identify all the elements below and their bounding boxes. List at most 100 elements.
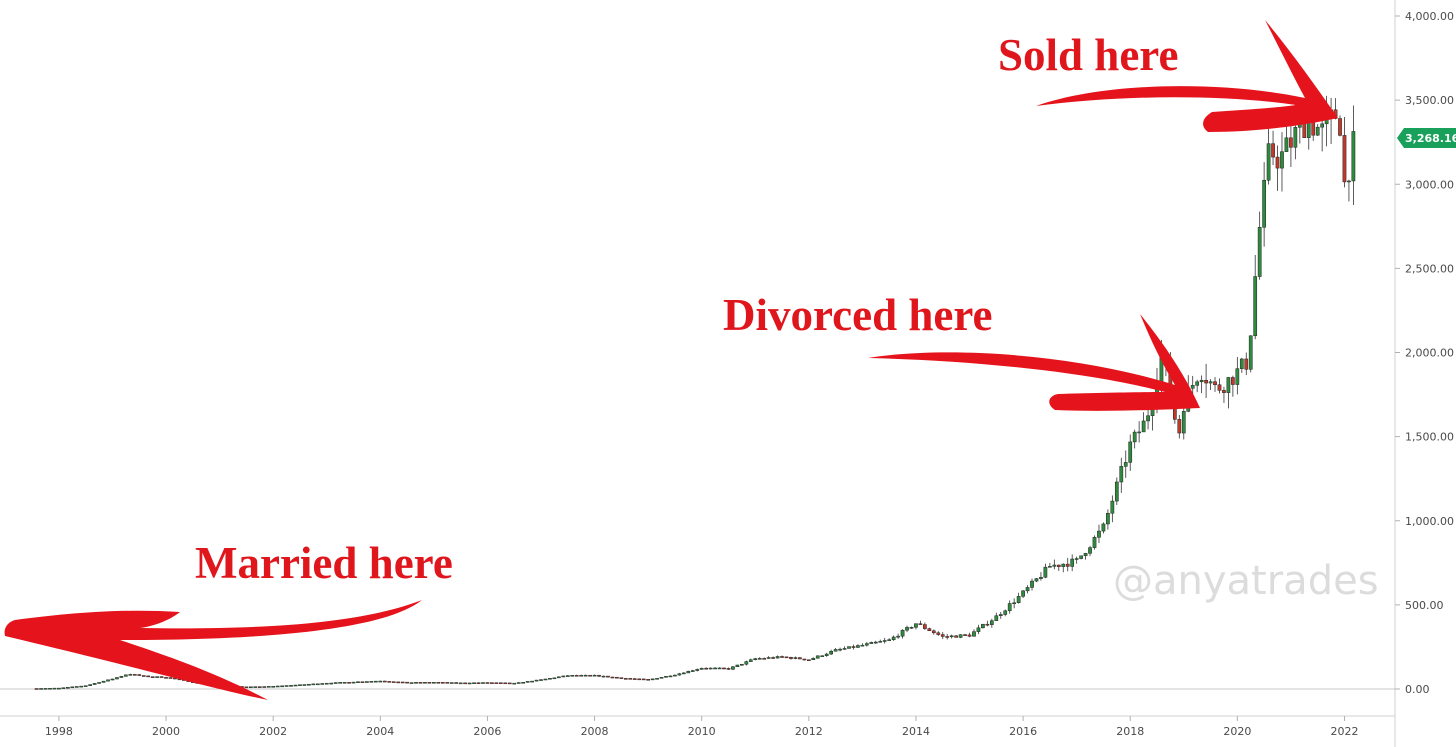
candle-body: [923, 624, 927, 629]
arrow-divorced: [868, 314, 1200, 411]
candle-body: [838, 648, 842, 651]
candle-body: [1039, 577, 1043, 579]
candle-body: [659, 677, 664, 679]
candle-body: [266, 686, 271, 688]
candle-body: [552, 677, 557, 680]
candle-body: [1266, 143, 1271, 181]
candle-body: [686, 670, 691, 674]
candle-body: [141, 675, 146, 677]
candle-body: [436, 682, 441, 684]
candle-body: [690, 670, 695, 672]
candle-body: [1181, 411, 1186, 434]
x-tick-label: 2020: [1223, 725, 1251, 738]
candle-body: [606, 675, 610, 678]
candle-body: [39, 688, 43, 690]
candle-body: [900, 629, 905, 637]
y-tick-label: 2,000.00: [1405, 347, 1454, 360]
candle-body: [1083, 553, 1088, 557]
candle-body: [445, 682, 450, 684]
candle-body: [757, 658, 762, 660]
x-tick-label: 2008: [581, 725, 609, 738]
candle-body: [347, 682, 351, 684]
candle-body: [802, 658, 807, 661]
arrow-sold: [1036, 20, 1338, 132]
candle-body: [775, 656, 780, 659]
candle-body: [1338, 118, 1342, 136]
candle-body: [1289, 137, 1293, 148]
candle-body: [1248, 335, 1253, 370]
candle-body: [936, 632, 941, 635]
y-tick-label: 1,000.00: [1405, 515, 1454, 528]
candle-body: [70, 686, 75, 689]
candle-body: [503, 682, 508, 685]
candle-body: [588, 674, 592, 677]
candle-body: [1280, 151, 1284, 169]
candle-body: [882, 640, 887, 642]
candle-body: [557, 676, 561, 679]
candle-body: [789, 657, 793, 659]
candle-body: [1030, 580, 1034, 588]
candle-body: [1092, 537, 1097, 548]
candle-body: [490, 682, 494, 684]
candle-body: [597, 674, 601, 677]
candle-body: [311, 683, 316, 686]
candle-body: [798, 657, 802, 660]
candle-body: [516, 682, 521, 684]
candle-body: [829, 651, 833, 655]
candle-body: [998, 614, 1003, 617]
candle-body: [1284, 137, 1289, 152]
candle-body: [722, 667, 726, 670]
candle-body: [43, 688, 48, 690]
candle-body: [298, 684, 302, 686]
candle-body: [918, 623, 923, 625]
y-tick-label: 4,000.00: [1405, 10, 1454, 23]
candle-body: [744, 661, 749, 665]
candle-body: [119, 676, 124, 678]
y-tick-label: 3,500.00: [1405, 94, 1454, 107]
candle-body: [307, 683, 311, 686]
candle-body: [811, 657, 816, 661]
candle-body: [1003, 610, 1008, 615]
candle-body: [985, 623, 990, 626]
candle-body: [1132, 431, 1137, 443]
candle-body: [740, 663, 744, 666]
candle-body: [1056, 564, 1061, 567]
candle-body: [262, 686, 267, 688]
candle-body: [931, 630, 936, 634]
candle-body: [293, 684, 298, 687]
candle-body: [1239, 358, 1244, 369]
candle-body: [253, 686, 258, 688]
candle-body: [766, 657, 771, 659]
candle-body: [735, 664, 740, 667]
candle-body: [1021, 590, 1025, 597]
candle-body: [641, 678, 646, 681]
candle-body: [646, 679, 650, 681]
candle-body: [34, 688, 39, 690]
candle-body: [1070, 558, 1075, 567]
last-price-label: 3,268.16: [1405, 132, 1456, 145]
candle-body: [1347, 180, 1351, 183]
last-price-tag-shape: [1397, 128, 1456, 148]
candle-body: [137, 674, 142, 676]
candle-body: [713, 667, 717, 670]
candle-body: [1208, 381, 1213, 384]
candle-body: [583, 674, 588, 677]
candle-body: [914, 623, 918, 628]
candle-body: [382, 680, 387, 683]
candle-body: [173, 677, 177, 680]
candle-body: [124, 674, 128, 677]
candle-body: [481, 682, 485, 684]
candle-body: [79, 685, 84, 688]
candle-body: [1043, 566, 1048, 578]
candle-body: [981, 623, 985, 629]
candle-body: [1253, 276, 1258, 337]
candle-body: [976, 627, 981, 632]
candle-body: [284, 685, 289, 687]
candle-body: [61, 687, 66, 689]
candle-body: [333, 682, 338, 684]
candle-body: [762, 658, 767, 660]
candle-body: [320, 683, 325, 685]
candle-body: [400, 681, 405, 684]
x-axis-ticks: 1998 2000 2002 2004 2006 2008 2010 2012 2014 2016…: [45, 716, 1358, 738]
candle-body: [315, 683, 320, 686]
